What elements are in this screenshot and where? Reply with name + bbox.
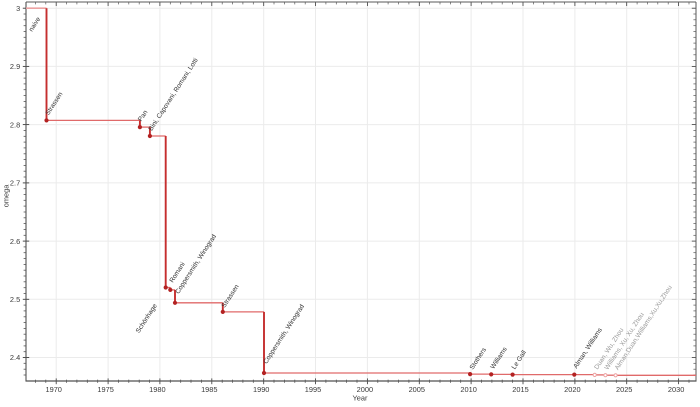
- svg-text:2.5: 2.5: [10, 295, 20, 304]
- svg-text:2030: 2030: [668, 385, 684, 394]
- svg-text:2010: 2010: [460, 385, 476, 394]
- svg-text:2.7: 2.7: [10, 179, 20, 188]
- svg-text:1990: 1990: [253, 385, 269, 394]
- svg-text:1980: 1980: [149, 385, 165, 394]
- svg-text:3: 3: [16, 4, 20, 13]
- svg-text:2005: 2005: [409, 385, 425, 394]
- svg-text:1970: 1970: [45, 385, 61, 394]
- svg-text:Year: Year: [353, 394, 368, 402]
- svg-text:2.6: 2.6: [10, 237, 20, 246]
- svg-text:1985: 1985: [201, 385, 217, 394]
- svg-text:2020: 2020: [564, 385, 580, 394]
- svg-text:2015: 2015: [512, 385, 528, 394]
- svg-text:1975: 1975: [97, 385, 113, 394]
- svg-text:2.9: 2.9: [10, 62, 20, 71]
- svg-text:1995: 1995: [305, 385, 321, 394]
- svg-text:2.4: 2.4: [10, 353, 20, 362]
- svg-text:omega: omega: [2, 184, 11, 207]
- svg-text:2025: 2025: [616, 385, 632, 394]
- svg-text:2.8: 2.8: [10, 120, 20, 129]
- svg-text:2000: 2000: [357, 385, 373, 394]
